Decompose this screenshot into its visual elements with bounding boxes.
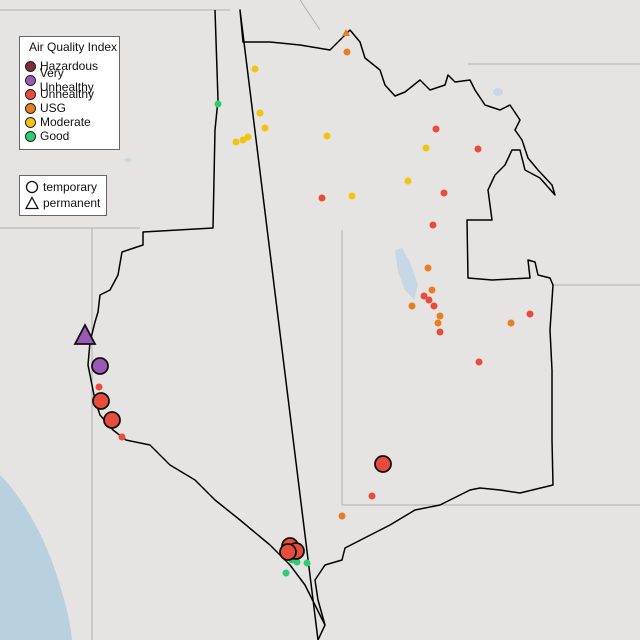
sensor-dot: [342, 29, 350, 36]
sensor-dot: [282, 569, 290, 577]
sensor-dot: [293, 558, 301, 566]
sensor-dot: [408, 302, 416, 310]
aqi-legend: Air Quality Index Hazardous Very Unhealt…: [19, 36, 120, 150]
sensor-dot: [368, 492, 376, 500]
sensor-dot: [432, 125, 440, 133]
sensor-dot: [434, 319, 442, 327]
sensor-dot: [474, 145, 482, 153]
sensor-dot: [118, 433, 126, 441]
sensor-dot: [475, 358, 483, 366]
sensor-dot: [95, 383, 103, 391]
sensor-dot: [420, 292, 428, 300]
sensor-dot: [232, 138, 240, 146]
sensor-dot: [214, 100, 222, 108]
good-swatch: [25, 130, 36, 142]
legend-label: Very Unhealthy: [39, 66, 94, 94]
sensor-dot: [424, 264, 432, 272]
sensor-dot: [343, 48, 351, 56]
sensor-dot: [338, 512, 346, 520]
sensor-dot: [440, 189, 448, 197]
sensor-dot: [436, 312, 444, 320]
legend-item-permanent: permanent: [25, 196, 100, 210]
triangle-outline-icon: [25, 196, 39, 210]
moderate-swatch: [25, 116, 36, 128]
sensor-dot: [251, 65, 259, 73]
sensor-dot: [244, 133, 252, 141]
legend-item-very-unhealthy: Very Unhealthy: [25, 66, 119, 94]
legend-item-usg: USG: [25, 101, 66, 115]
sensor-dot: [404, 177, 412, 185]
legend-item-moderate: Moderate: [25, 115, 91, 129]
sensor-dot: [348, 192, 356, 200]
legend-label: USG: [40, 101, 67, 115]
legend-label: Good: [40, 129, 70, 143]
sensor-circle-marker: [374, 455, 392, 473]
legend-title: Air Quality Index: [29, 40, 118, 54]
sensor-dot: [256, 109, 264, 117]
sensor-dot: [428, 286, 436, 294]
very-unhealthy-swatch: [25, 74, 36, 86]
pacific-ocean: [0, 475, 72, 640]
sensor-dot: [429, 221, 437, 229]
sensor-dot: [261, 124, 269, 132]
sensor-dot: [526, 310, 534, 318]
sensor-dot: [318, 194, 326, 202]
unhealthy-swatch: [25, 88, 36, 100]
usg-swatch: [25, 102, 36, 114]
sensor-triangle-marker: [73, 323, 97, 345]
sensor-dot: [425, 296, 433, 304]
sensor-dot: [436, 328, 444, 336]
legend-label: Moderate: [40, 115, 91, 129]
sensor-markers-large: [73, 323, 392, 561]
legend-label: temporary: [43, 180, 98, 194]
legend-label: Unhealthy: [40, 87, 95, 101]
sensor-dot: [507, 319, 515, 327]
sensor-dots-small: [95, 29, 534, 577]
hazardous-swatch: [25, 60, 36, 72]
sensor-circle-marker: [92, 392, 110, 410]
legend-item-temporary: temporary: [25, 180, 97, 194]
sensor-circle-marker: [91, 357, 109, 375]
sensor-dot: [422, 144, 430, 152]
region-boundary: [87, 9, 556, 640]
legend-item-good: Good: [25, 129, 69, 143]
legend-label: Hazardous: [40, 59, 99, 73]
sensor-dot: [430, 302, 438, 310]
lakes: [124, 88, 503, 300]
sensor-circle-marker: [279, 543, 297, 561]
sensor-type-legend: temporary permanent: [19, 175, 107, 216]
legend-item-unhealthy: Unhealthy: [25, 87, 94, 101]
sensor-circle-marker: [103, 411, 121, 429]
sensor-dot: [303, 559, 311, 567]
legend-label: permanent: [43, 196, 101, 210]
sensor-dot: [323, 132, 331, 140]
legend-item-hazardous: Hazardous: [25, 59, 98, 73]
circle-outline-icon: [25, 180, 39, 194]
